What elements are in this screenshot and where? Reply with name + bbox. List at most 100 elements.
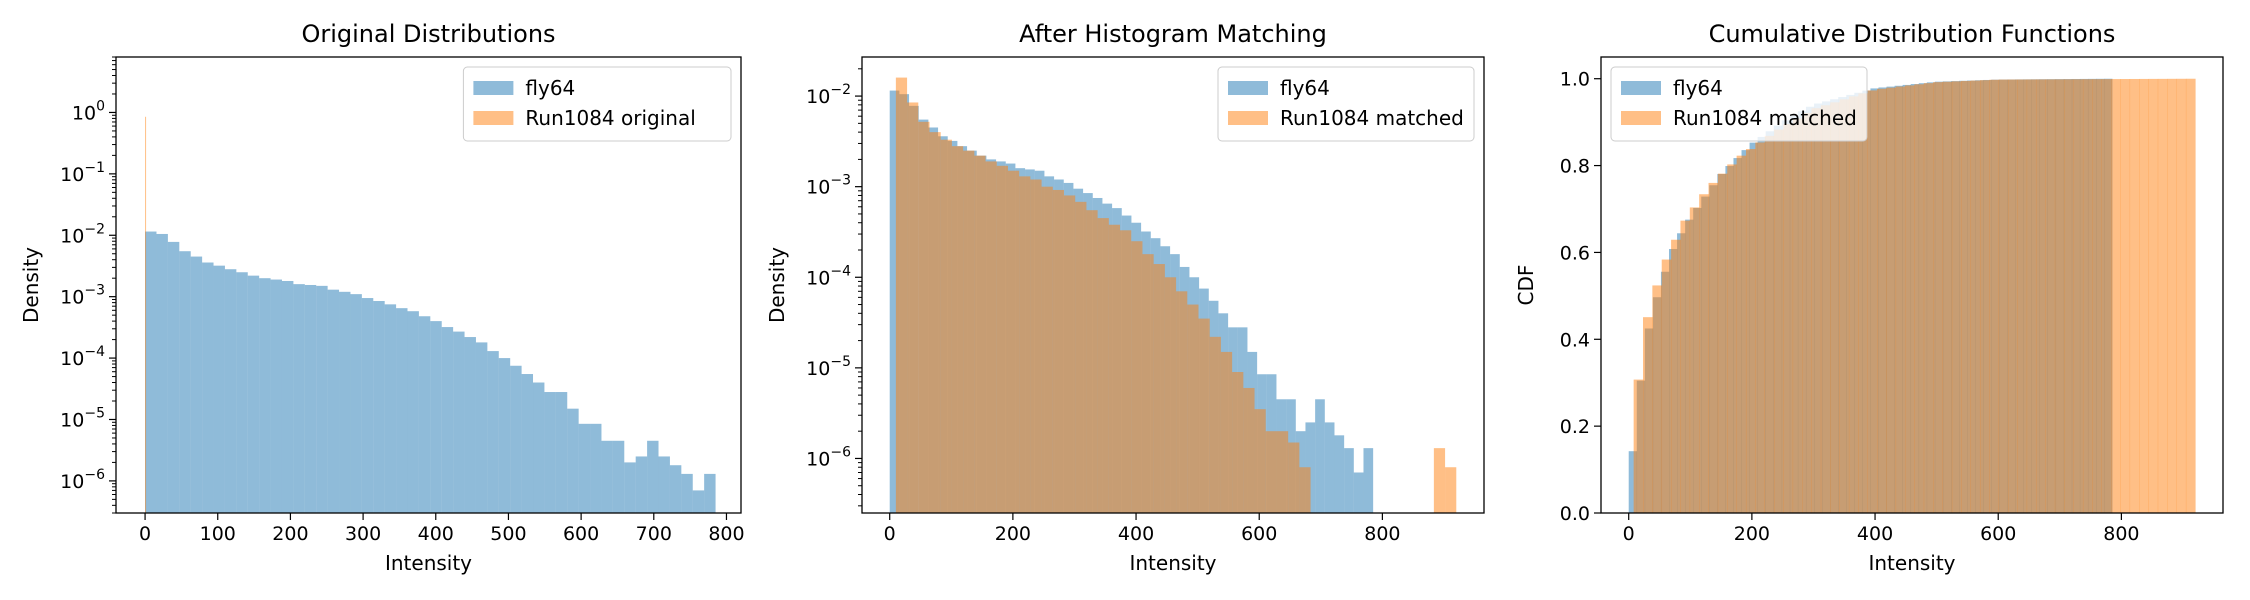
histogram-bar — [1187, 304, 1199, 513]
x-tick-label: 200 — [995, 523, 1031, 545]
legend-frame — [1610, 66, 1868, 142]
x-tick-label: 600 — [1241, 523, 1277, 545]
chart-title: Original Distributions — [301, 20, 555, 48]
cdf-bar — [1755, 142, 1765, 513]
histogram-bar — [1288, 442, 1300, 513]
histogram-bar — [407, 311, 419, 513]
histogram-bar — [918, 121, 930, 513]
x-tick-label: 0 — [884, 523, 896, 545]
x-tick-label: 600 — [563, 523, 599, 545]
legend-label: fly64 — [1673, 76, 1723, 100]
histogram-bar — [889, 90, 900, 513]
histogram-bar — [929, 132, 941, 513]
histogram-bar — [647, 440, 659, 513]
histogram-bar — [692, 490, 705, 513]
cdf-bar — [2139, 78, 2149, 513]
histogram-bar — [270, 279, 282, 513]
legend-swatch — [473, 81, 514, 95]
cdf-bar — [1689, 207, 1700, 513]
cdf-bar — [1848, 96, 1859, 513]
histogram-bar — [1315, 399, 1325, 513]
histogram-bar — [704, 473, 716, 513]
cdf-bar — [1764, 135, 1775, 513]
histogram-bar — [1176, 291, 1188, 513]
cdf-bar — [1628, 451, 1638, 513]
cdf-bar — [1820, 105, 1831, 513]
cdf-bar — [2064, 79, 2074, 513]
histogram-bar — [510, 365, 522, 513]
histogram-bar — [1086, 210, 1098, 513]
legend: fly64 Run1084 matched — [1217, 66, 1475, 142]
histogram-bar — [293, 284, 305, 513]
y-tick-label: 10−4 — [806, 263, 851, 289]
histogram-bar — [304, 284, 317, 513]
cdf-bar — [2008, 79, 2018, 513]
y-axis-label: Density — [19, 247, 43, 323]
cdf-bar — [1661, 259, 1672, 513]
cdf-bar — [1951, 81, 1962, 513]
series-2 — [895, 77, 1457, 513]
histogram-bar — [658, 456, 670, 513]
histogram-bar — [281, 280, 294, 513]
histogram-bar — [259, 278, 271, 513]
histogram-bar — [430, 321, 442, 513]
cdf-bar — [2111, 79, 2121, 513]
histogram-bar — [202, 262, 214, 513]
histogram-bar — [224, 269, 237, 513]
legend-frame — [462, 66, 732, 142]
histogram-bar — [1220, 351, 1233, 513]
series-1 — [145, 231, 716, 513]
cdf-bar — [1783, 124, 1794, 513]
y-tick-label: 10−3 — [806, 173, 851, 199]
histogram-bar — [498, 358, 511, 513]
cdf-bar — [1961, 80, 1971, 513]
histogram-bar — [396, 308, 408, 513]
x-tick-label: 300 — [345, 523, 381, 545]
cdf-bar — [1708, 182, 1719, 513]
cdf-bar — [1671, 239, 1681, 513]
histogram-bar — [1142, 254, 1154, 513]
cdf-bar — [1717, 173, 1728, 513]
legend-frame — [1217, 66, 1475, 142]
cdf-bar — [2185, 78, 2196, 513]
histogram-bar — [1363, 448, 1374, 513]
x-tick-label: 800 — [1364, 523, 1400, 545]
histogram-bar — [1063, 195, 1076, 513]
histogram-bar — [1445, 467, 1457, 513]
legend-label: fly64 — [1280, 76, 1330, 100]
legend-swatch — [1621, 81, 1661, 95]
histogram-bar — [236, 272, 248, 513]
histogram-bar — [533, 382, 545, 513]
cdf-bar — [1895, 86, 1906, 513]
histogram-bar — [1019, 176, 1031, 513]
cdf-bar — [1811, 108, 1822, 513]
legend-label: fly64 — [525, 76, 575, 100]
histogram-bar — [327, 289, 340, 513]
histogram-bar — [384, 304, 397, 513]
x-tick-label: 800 — [708, 523, 744, 545]
series-2 — [145, 116, 147, 513]
histogram-bar — [145, 116, 147, 513]
cdf-bar — [2026, 79, 2037, 513]
cdf-bar — [1652, 285, 1663, 513]
histogram-bar — [963, 150, 975, 513]
histogram-bar — [1120, 230, 1132, 513]
x-tick-label: 400 — [1857, 523, 1893, 545]
legend-label: Run1084 matched — [1673, 106, 1857, 130]
cdf-bar — [1998, 79, 2009, 513]
legend: fly64 Run1084 matched — [1610, 66, 1868, 142]
histogram-bar — [1198, 318, 1210, 513]
x-axis-label: Intensity — [1129, 551, 1216, 575]
series-2 — [1633, 78, 2196, 513]
x-axis-label: Intensity — [385, 551, 472, 575]
y-tick-label: 0.0 — [1560, 503, 1590, 525]
histogram-bar — [487, 351, 499, 513]
y-tick-label: 1.0 — [1560, 69, 1590, 91]
histogram-bar — [145, 231, 157, 513]
cdf-bar — [2148, 78, 2159, 513]
cdf-bar — [2120, 79, 2131, 513]
y-axis-label: CDF — [1514, 265, 1538, 306]
cdf-bar — [2073, 79, 2084, 513]
x-axis-label: Intensity — [1868, 551, 1955, 575]
histogram-bar — [1243, 387, 1255, 513]
